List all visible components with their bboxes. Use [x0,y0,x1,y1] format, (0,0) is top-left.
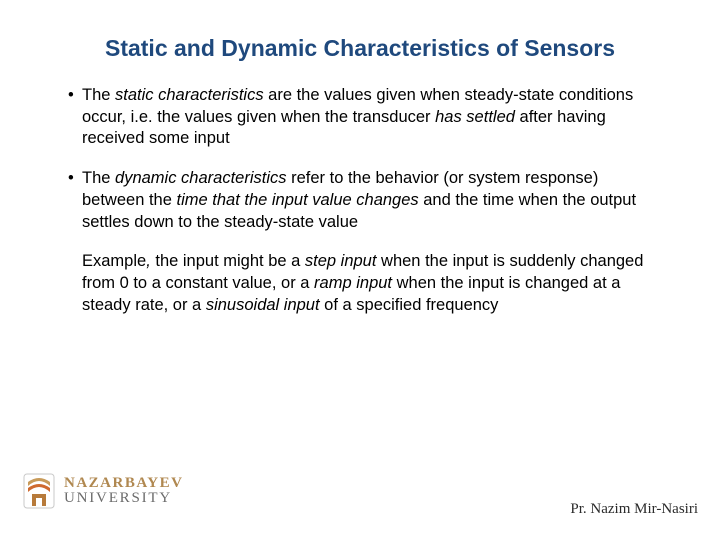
logo-mark-icon [22,472,56,510]
italic-term: time that the input value changes [177,191,419,209]
bullet-static: The static characteristics are the value… [72,85,648,150]
italic-term: dynamic characteristics [115,169,291,187]
text: of a specified frequency [320,296,499,314]
italic-term: sinusoidal input [206,296,320,314]
slide-content: The static characteristics are the value… [0,63,720,317]
slide-title: Static and Dynamic Characteristics of Se… [0,0,720,63]
italic-comma: , [146,252,155,270]
bullet-dynamic: The dynamic characteristics refer to the… [72,168,648,233]
author-label: Pr. Nazim Mir-Nasiri [570,501,698,518]
italic-term: ramp input [314,274,392,292]
italic-term: static characteristics [115,86,264,104]
italic-term: step input [305,252,377,270]
logo-line2: UNIVERSITY [64,491,183,506]
university-logo: NAZARBAYEV UNIVERSITY [22,472,183,510]
text: Example [82,252,146,270]
text: The [82,169,115,187]
italic-term: has settled [435,108,515,126]
text: The [82,86,115,104]
text: the input might be a [155,252,305,270]
example-paragraph: Example, the input might be a step input… [72,251,648,316]
logo-line1: NAZARBAYEV [64,476,183,491]
slide: Static and Dynamic Characteristics of Se… [0,0,720,540]
logo-text: NAZARBAYEV UNIVERSITY [64,476,183,506]
